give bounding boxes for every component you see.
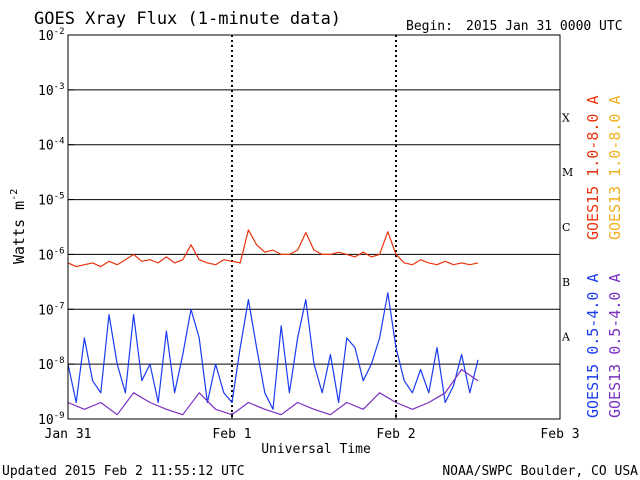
x-tick-label: Feb 2: [376, 427, 415, 442]
y-tick-label: 10-5: [38, 192, 65, 209]
x-axis-label: Universal Time: [261, 442, 371, 457]
legend-goes13-short-text: GOES13 0.5-4.0 A: [606, 274, 624, 419]
svg-text:Watts m-2: Watts m-2: [9, 189, 28, 264]
flare-class-label: A: [561, 331, 571, 344]
begin-label: Begin:: [406, 19, 453, 34]
y-axis-label-sup: -2: [9, 189, 20, 201]
flare-class-labels: X M C B A: [561, 111, 573, 343]
updated-timestamp: Updated 2015 Feb 2 11:55:12 UTC: [2, 464, 245, 479]
y-tick-label: 10-9: [38, 411, 65, 428]
legend-goes13-short: GOES13 0.5-4.0 A: [606, 274, 624, 419]
flare-class-label: B: [562, 276, 570, 289]
x-tick-labels: Jan 31 Feb 1 Feb 2 Feb 3: [45, 413, 580, 442]
y-tick-label: 10-7: [38, 301, 65, 318]
legend-goes13-long: GOES13 1.0-8.0 A: [606, 96, 624, 241]
begin-value: 2015 Jan 31 0000 UTC: [466, 19, 623, 34]
plot-frame: [67, 34, 561, 420]
series-line: [67, 229, 479, 268]
flare-class-label: M: [562, 166, 573, 179]
x-tick-label: Feb 1: [212, 427, 251, 442]
grid-layer: [68, 35, 560, 419]
legend-goes15-long-text: GOES15 1.0-8.0 A: [584, 96, 602, 241]
y-tick-labels: 10-2 10-3 10-4 10-5 10-6 10-7 10-8 10-9: [38, 27, 74, 428]
y-tick-label: 10-6: [38, 246, 65, 263]
flare-class-label: C: [562, 221, 570, 234]
y-axis-label-text: Watts m: [10, 201, 28, 264]
series-layer: [67, 229, 479, 416]
y-tick-label: 10-4: [38, 137, 65, 154]
legend-goes15-short: GOES15 0.5-4.0 A: [584, 274, 602, 419]
chart-title: GOES Xray Flux (1-minute data): [34, 9, 341, 29]
series-line: [67, 368, 479, 416]
y-tick-label: 10-2: [38, 27, 65, 44]
legend-goes15-long: GOES15 1.0-8.0 A: [584, 96, 602, 241]
x-tick-label: Feb 3: [540, 427, 579, 442]
legend-goes13-long-text: GOES13 1.0-8.0 A: [606, 96, 624, 241]
y-tick-label: 10-3: [38, 82, 65, 99]
legend-goes15-short-text: GOES15 0.5-4.0 A: [584, 274, 602, 419]
x-tick-label: Jan 31: [45, 427, 92, 442]
flare-class-label: X: [562, 111, 570, 124]
series-line: [67, 292, 479, 410]
noaa-credit: NOAA/SWPC Boulder, CO USA: [442, 464, 638, 479]
y-axis-label: Watts m-2: [9, 189, 28, 264]
y-tick-label: 10-8: [38, 356, 65, 373]
